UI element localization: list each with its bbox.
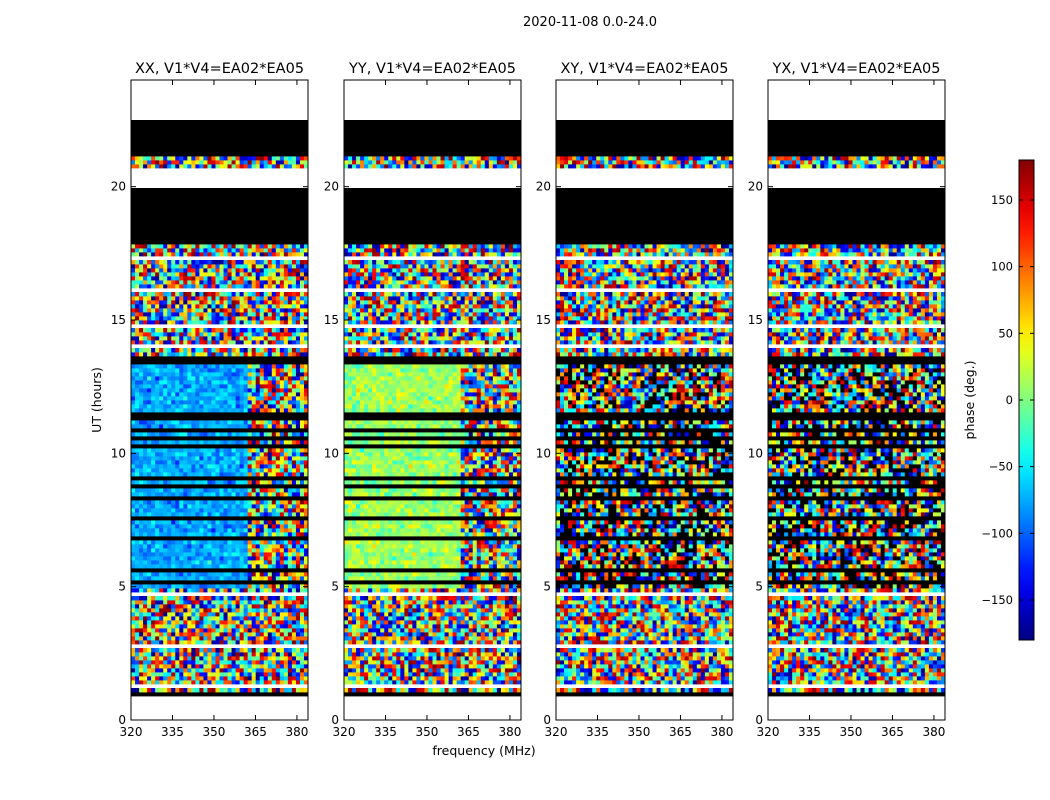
heatmap-image xyxy=(768,120,945,697)
y-tick-label: 15 xyxy=(111,313,126,327)
x-tick-label: 335 xyxy=(798,725,821,739)
x-tick-label: 365 xyxy=(669,725,692,739)
heatmap-image xyxy=(131,120,308,697)
x-tick-label: 350 xyxy=(416,725,439,739)
panel-frame xyxy=(555,79,734,721)
panel-title: XX, V1*V4=EA02*EA05 xyxy=(135,61,304,77)
colorbar-tick-label: 100 xyxy=(991,260,1013,274)
y-tick-label: 20 xyxy=(536,180,551,194)
y-tick-label: 0 xyxy=(331,713,339,727)
colorbar-tick-label: −150 xyxy=(981,593,1013,607)
panel-yx: YX, V1*V4=EA02*EA05 320 335 350 365 380 0 5 10 15… xyxy=(748,61,946,739)
y-tick-label: 5 xyxy=(118,580,126,594)
colorbar-tick-label: −50 xyxy=(989,460,1013,474)
x-tick-label: 320 xyxy=(545,725,568,739)
panel-yy: YY, V1*V4=EA02*EA05 320 335 350 365 380 0 5 10 15… xyxy=(324,61,522,739)
x-tick-label: 335 xyxy=(374,725,397,739)
panels: XX, V1*V4=EA02*EA05 320 335 350 365 380 0 5 10 15… xyxy=(111,61,946,739)
x-tick-label: 350 xyxy=(840,725,863,739)
panel-frame xyxy=(767,79,946,721)
x-tick-label: 365 xyxy=(881,725,904,739)
heatmap-image xyxy=(344,120,521,697)
colorbar: −150 −100 −50 0 50 100 150 phase (deg.) xyxy=(962,159,1035,641)
y-tick-label: 10 xyxy=(536,446,551,460)
y-tick-label: 0 xyxy=(118,713,126,727)
x-tick-label: 320 xyxy=(120,725,143,739)
heatmap-image xyxy=(556,120,733,697)
x-tick-label: 350 xyxy=(628,725,651,739)
panel-title: YX, V1*V4=EA02*EA05 xyxy=(771,61,940,77)
y-tick-label: 5 xyxy=(331,580,339,594)
x-tick-label: 380 xyxy=(498,725,521,739)
y-tick-label: 20 xyxy=(748,180,763,194)
x-axis-label: frequency (MHz) xyxy=(432,743,535,758)
colorbar-tick-label: 150 xyxy=(991,193,1013,207)
colorbar-tick-label: −100 xyxy=(981,526,1013,540)
panel-title: YY, V1*V4=EA02*EA05 xyxy=(348,61,516,77)
x-tick-label: 335 xyxy=(161,725,184,739)
panel-frame xyxy=(343,79,522,721)
x-tick-label: 380 xyxy=(710,725,733,739)
y-axis-label: UT (hours) xyxy=(89,367,104,433)
panel-xx: XX, V1*V4=EA02*EA05 320 335 350 365 380 0 5 10 15… xyxy=(111,61,309,739)
y-tick-label: 5 xyxy=(755,580,763,594)
panel-title: XY, V1*V4=EA02*EA05 xyxy=(560,61,728,77)
panel-xy: XY, V1*V4=EA02*EA05 320 335 350 365 380 0 5 10 15… xyxy=(536,61,734,739)
x-tick-label: 380 xyxy=(285,725,308,739)
y-tick-label: 5 xyxy=(543,580,551,594)
y-tick-label: 0 xyxy=(755,713,763,727)
x-tick-label: 335 xyxy=(586,725,609,739)
colorbar-tick-label: 0 xyxy=(1006,393,1013,407)
x-tick-label: 320 xyxy=(333,725,356,739)
y-tick-label: 20 xyxy=(324,180,339,194)
y-tick-label: 0 xyxy=(543,713,551,727)
y-tick-label: 10 xyxy=(748,446,763,460)
x-tick-label: 320 xyxy=(757,725,780,739)
y-tick-label: 10 xyxy=(111,446,126,460)
x-tick-label: 380 xyxy=(922,725,945,739)
colorbar-label: phase (deg.) xyxy=(962,361,977,440)
x-tick-label: 365 xyxy=(244,725,267,739)
y-tick-label: 15 xyxy=(748,313,763,327)
figure-suptitle: 2020-11-08 0.0-24.0 xyxy=(523,15,657,30)
y-tick-label: 15 xyxy=(324,313,339,327)
x-tick-label: 365 xyxy=(457,725,480,739)
panel-frame xyxy=(130,79,309,721)
y-tick-label: 20 xyxy=(111,180,126,194)
y-tick-label: 10 xyxy=(324,446,339,460)
x-tick-label: 350 xyxy=(203,725,226,739)
y-tick-label: 15 xyxy=(536,313,551,327)
colorbar-tick-label: 50 xyxy=(998,326,1013,340)
